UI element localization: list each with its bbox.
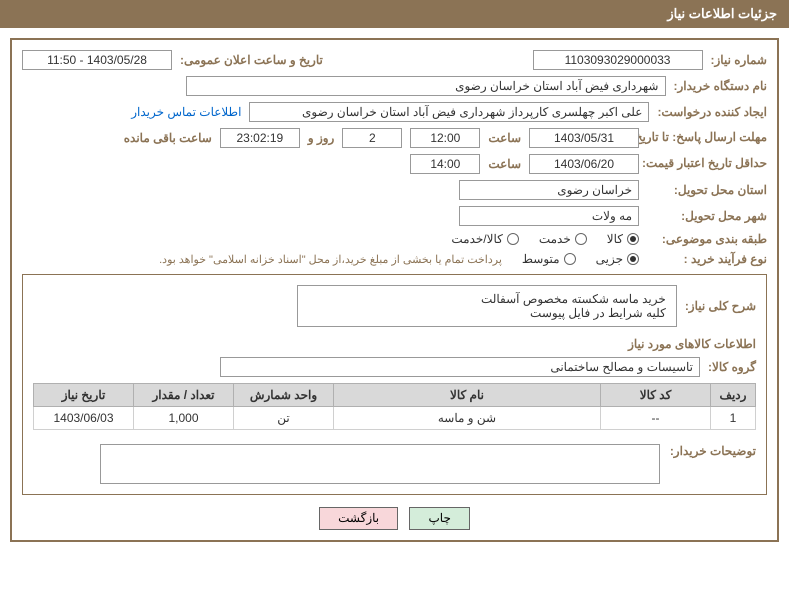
th-unit: واحد شمارش bbox=[234, 384, 334, 407]
row-city: شهر محل تحویل: مه ولات bbox=[22, 206, 767, 226]
row-category: طبقه بندی موضوعی: کالا خدمت کالا/خدمت bbox=[22, 232, 767, 246]
payment-note: پرداخت تمام یا بخشی از مبلغ خرید،از محل … bbox=[159, 253, 502, 266]
td-qty: 1,000 bbox=[134, 407, 234, 430]
td-code: -- bbox=[601, 407, 711, 430]
buyer-notes-box bbox=[100, 444, 660, 484]
city-label: شهر محل تحویل: bbox=[647, 209, 767, 223]
row-need-number: شماره نیاز: 1103093029000033 تاریخ و ساع… bbox=[22, 50, 767, 70]
action-buttons: چاپ بازگشت bbox=[22, 507, 767, 530]
validity-date-field: 1403/06/20 bbox=[529, 154, 639, 174]
validity-time-field: 14:00 bbox=[410, 154, 480, 174]
main-form: شماره نیاز: 1103093029000033 تاریخ و ساع… bbox=[10, 38, 779, 542]
goods-group-field: تاسیسات و مصالح ساختمانی bbox=[220, 357, 700, 377]
process-label: نوع فرآیند خرید : bbox=[647, 252, 767, 266]
announce-field: 1403/05/28 - 11:50 bbox=[22, 50, 172, 70]
radio-both[interactable]: کالا/خدمت bbox=[439, 232, 518, 246]
deadline-time-field: 12:00 bbox=[410, 128, 480, 148]
th-code: کد کالا bbox=[601, 384, 711, 407]
radio-both-input[interactable] bbox=[507, 233, 519, 245]
row-process: نوع فرآیند خرید : جزیی متوسط پرداخت تمام… bbox=[22, 252, 767, 266]
radio-goods[interactable]: کالا bbox=[595, 232, 639, 246]
province-field: خراسان رضوی bbox=[459, 180, 639, 200]
city-field: مه ولات bbox=[459, 206, 639, 226]
radio-partial[interactable]: جزیی bbox=[584, 252, 639, 266]
buyer-notes-label: توضیحات خریدار: bbox=[670, 444, 756, 458]
radio-partial-input[interactable] bbox=[627, 253, 639, 265]
time-label-1: ساعت bbox=[488, 131, 521, 145]
row-province: استان محل تحویل: خراسان رضوی bbox=[22, 180, 767, 200]
desc-line2: کلیه شرایط در فایل پیوست bbox=[308, 306, 666, 320]
radio-both-label: کالا/خدمت bbox=[451, 232, 502, 246]
page-header: جزئیات اطلاعات نیاز bbox=[0, 0, 789, 28]
days-remaining-field: 2 bbox=[342, 128, 402, 148]
radio-medium-input[interactable] bbox=[564, 253, 576, 265]
radio-service-input[interactable] bbox=[575, 233, 587, 245]
contact-link[interactable]: اطلاعات تماس خریدار bbox=[131, 105, 241, 119]
radio-goods-input[interactable] bbox=[627, 233, 639, 245]
row-validity: حداقل تاریخ اعتبار قیمت: تا تاریخ: 1403/… bbox=[22, 154, 767, 174]
table-row: 1 -- شن و ماسه تن 1,000 1403/06/03 bbox=[34, 407, 756, 430]
table-header-row: ردیف کد کالا نام کالا واحد شمارش تعداد /… bbox=[34, 384, 756, 407]
validity-label: حداقل تاریخ اعتبار قیمت: تا تاریخ: bbox=[647, 156, 767, 172]
countdown-field: 23:02:19 bbox=[220, 128, 300, 148]
buyer-org-label: نام دستگاه خریدار: bbox=[674, 79, 768, 93]
deadline-label: مهلت ارسال پاسخ: تا تاریخ: bbox=[647, 130, 767, 146]
th-qty: تعداد / مقدار bbox=[134, 384, 234, 407]
desc-box: خرید ماسه شکسته مخصوص آسفالت کلیه شرایط … bbox=[297, 285, 677, 327]
row-description: شرح کلی نیاز: خرید ماسه شکسته مخصوص آسفا… bbox=[33, 285, 756, 327]
back-button[interactable]: بازگشت bbox=[319, 507, 398, 530]
row-goods-group: گروه کالا: تاسیسات و مصالح ساختمانی bbox=[33, 357, 756, 377]
radio-medium-label: متوسط bbox=[522, 252, 560, 266]
need-number-label: شماره نیاز: bbox=[711, 53, 767, 67]
th-date: تاریخ نیاز bbox=[34, 384, 134, 407]
announce-label: تاریخ و ساعت اعلان عمومی: bbox=[180, 53, 323, 67]
radio-medium[interactable]: متوسط bbox=[510, 252, 576, 266]
page-title: جزئیات اطلاعات نیاز bbox=[667, 6, 777, 21]
desc-label: شرح کلی نیاز: bbox=[685, 299, 756, 313]
td-date: 1403/06/03 bbox=[34, 407, 134, 430]
deadline-date-field: 1403/05/31 bbox=[529, 128, 639, 148]
radio-service-label: خدمت bbox=[539, 232, 571, 246]
radio-goods-label: کالا bbox=[607, 232, 623, 246]
days-word: روز و bbox=[308, 131, 335, 145]
radio-partial-label: جزیی bbox=[596, 252, 623, 266]
goods-info-title: اطلاعات کالاهای مورد نیاز bbox=[33, 337, 756, 351]
remaining-label: ساعت باقی مانده bbox=[124, 131, 212, 145]
time-label-2: ساعت bbox=[488, 157, 521, 171]
row-requester: ایجاد کننده درخواست: علی اکبر چهلسری کار… bbox=[22, 102, 767, 122]
goods-table: ردیف کد کالا نام کالا واحد شمارش تعداد /… bbox=[33, 383, 756, 430]
buyer-org-field: شهرداری فیض آباد استان خراسان رضوی bbox=[186, 76, 666, 96]
buyer-notes-row: توضیحات خریدار: bbox=[33, 444, 756, 484]
row-deadline: مهلت ارسال پاسخ: تا تاریخ: 1403/05/31 سا… bbox=[22, 128, 767, 148]
need-number-field: 1103093029000033 bbox=[533, 50, 703, 70]
radio-service[interactable]: خدمت bbox=[527, 232, 587, 246]
goods-group-label: گروه کالا: bbox=[708, 360, 756, 374]
td-row: 1 bbox=[711, 407, 756, 430]
requester-label: ایجاد کننده درخواست: bbox=[657, 105, 767, 119]
td-name: شن و ماسه bbox=[334, 407, 601, 430]
print-button[interactable]: چاپ bbox=[409, 507, 469, 530]
requester-field: علی اکبر چهلسری کارپرداز شهرداری فیض آبا… bbox=[249, 102, 649, 122]
desc-line1: خرید ماسه شکسته مخصوص آسفالت bbox=[308, 292, 666, 306]
category-label: طبقه بندی موضوعی: bbox=[647, 232, 767, 246]
row-buyer-org: نام دستگاه خریدار: شهرداری فیض آباد استا… bbox=[22, 76, 767, 96]
th-row: ردیف bbox=[711, 384, 756, 407]
province-label: استان محل تحویل: bbox=[647, 183, 767, 197]
details-section: شرح کلی نیاز: خرید ماسه شکسته مخصوص آسفا… bbox=[22, 274, 767, 495]
th-name: نام کالا bbox=[334, 384, 601, 407]
td-unit: تن bbox=[234, 407, 334, 430]
